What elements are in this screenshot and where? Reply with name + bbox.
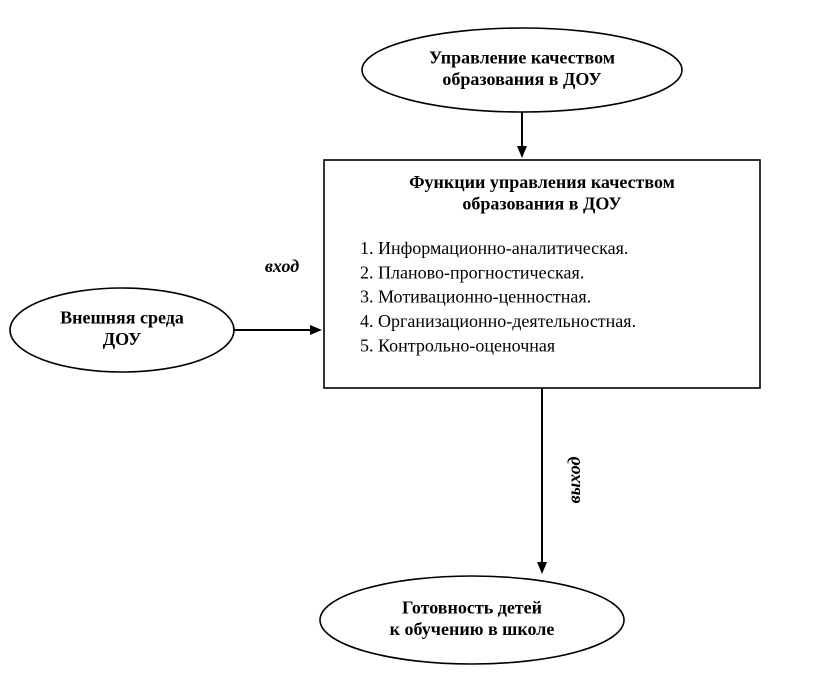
- svg-text:Готовность детей: Готовность детей: [402, 597, 542, 617]
- function-item: 5. Контрольно-оценочная: [360, 335, 555, 355]
- svg-text:Внешняя среда: Внешняя среда: [60, 307, 184, 327]
- svg-text:образования в ДОУ: образования в ДОУ: [442, 69, 601, 89]
- function-item: 1. Информационно-аналитическая.: [360, 238, 628, 258]
- node-bottom-label: Готовность детейк обучению в школе: [390, 597, 555, 639]
- svg-text:Функции управления качеством: Функции управления качеством: [409, 172, 675, 192]
- svg-text:образования в ДОУ: образования в ДОУ: [462, 194, 621, 214]
- flowchart-diagram: Управление качествомобразования в ДОУВне…: [0, 0, 822, 692]
- function-item: 3. Мотивационно-ценностная.: [360, 287, 591, 307]
- function-item: 4. Организационно-деятельностная.: [360, 311, 636, 331]
- svg-text:ДОУ: ДОУ: [103, 329, 142, 349]
- node-left-label: Внешняя средаДОУ: [60, 307, 184, 349]
- node-top-label: Управление качествомобразования в ДОУ: [429, 47, 615, 89]
- svg-text:Управление качеством: Управление качеством: [429, 47, 615, 67]
- edge-label: вход: [265, 256, 299, 276]
- function-item: 2. Планово-прогностическая.: [360, 262, 584, 282]
- node-center-title: Функции управления качествомобразования …: [409, 172, 675, 214]
- svg-text:к обучению в школе: к обучению в школе: [390, 619, 555, 639]
- edge-label: выход: [564, 457, 584, 504]
